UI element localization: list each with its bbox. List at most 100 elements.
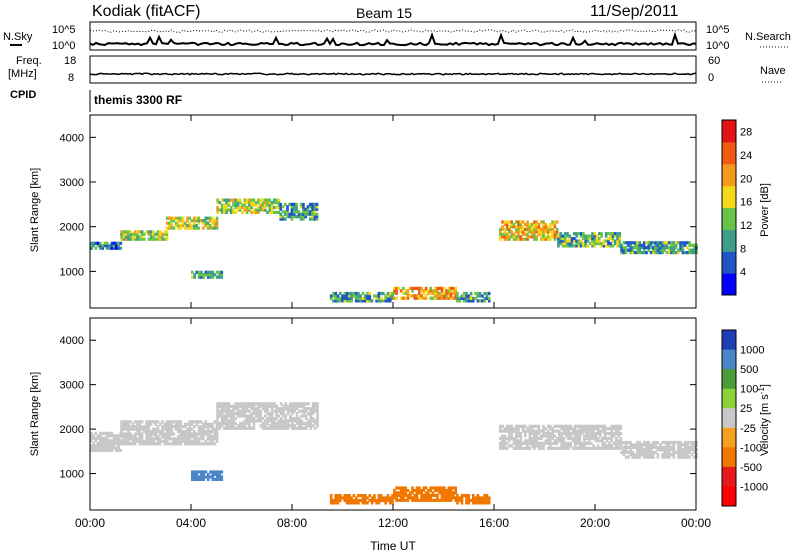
data-cell — [311, 207, 314, 211]
data-cell — [183, 430, 187, 434]
data-cell — [433, 291, 437, 295]
colorbar-tick-label: -1000 — [740, 481, 768, 493]
data-cell — [505, 237, 509, 241]
data-cell — [402, 488, 405, 493]
data-cell — [510, 225, 513, 229]
data-cell — [220, 477, 224, 481]
power-x-axis — [89, 115, 697, 308]
data-cell — [127, 230, 130, 234]
data-cell — [389, 501, 392, 505]
data-cell — [243, 412, 247, 416]
data-cell — [584, 239, 587, 243]
data-cell — [574, 424, 577, 428]
data-cell — [190, 420, 194, 424]
data-cell — [361, 498, 365, 503]
data-cell — [211, 216, 214, 220]
data-cell — [535, 220, 538, 224]
data-cell — [533, 227, 536, 231]
data-cell — [617, 441, 620, 445]
data-cell — [542, 225, 545, 229]
data-cell — [90, 434, 93, 438]
data-cell — [647, 448, 651, 452]
data-cell — [284, 404, 287, 408]
data-cell — [243, 205, 247, 210]
data-cell — [158, 230, 162, 234]
data-cell — [122, 437, 126, 441]
data-cell — [408, 294, 412, 298]
data-cell — [268, 208, 272, 212]
data-cell — [569, 441, 573, 445]
data-cell — [382, 299, 385, 303]
data-cell — [124, 235, 128, 239]
data-cell — [512, 222, 516, 227]
velocity-plot-area — [90, 318, 696, 510]
data-cell — [133, 427, 137, 431]
data-cell — [199, 434, 203, 439]
data-cell — [569, 444, 573, 448]
data-cell — [101, 441, 104, 445]
data-cell — [252, 201, 256, 205]
data-cell — [535, 439, 538, 443]
data-cell — [186, 430, 189, 434]
data-cell — [193, 430, 196, 434]
data-cell — [436, 286, 439, 290]
data-cell — [562, 444, 566, 448]
freq-label: Freq. — [16, 55, 42, 67]
data-cell — [300, 426, 303, 430]
data-cell — [348, 296, 351, 300]
data-cell — [168, 420, 171, 424]
data-cell — [528, 230, 532, 234]
data-cell — [672, 241, 676, 245]
data-cell — [270, 412, 274, 416]
data-band — [216, 402, 319, 430]
data-cell — [598, 241, 601, 246]
data-cell — [174, 427, 178, 431]
data-cell — [436, 496, 439, 500]
data-cell — [293, 202, 296, 206]
data-cell — [418, 291, 421, 295]
data-cell — [191, 275, 194, 279]
data-cell — [298, 426, 301, 430]
data-cell — [197, 427, 201, 431]
data-cell — [611, 239, 615, 243]
data-cell — [402, 496, 405, 500]
data-cell — [693, 445, 696, 449]
data-cell — [663, 450, 666, 454]
data-cell — [202, 470, 205, 474]
data-cell — [375, 299, 378, 303]
data-cell — [573, 239, 576, 243]
data-cell — [277, 414, 281, 418]
data-cell — [472, 296, 475, 300]
data-cell — [293, 409, 297, 413]
data-cell — [306, 212, 310, 216]
data-cell — [656, 453, 660, 457]
colorbar-tick-label: 16 — [740, 197, 752, 209]
data-cell — [483, 496, 486, 500]
data-cell — [620, 246, 623, 250]
data-cell — [307, 402, 310, 406]
data-cell — [239, 421, 242, 425]
data-cell — [560, 446, 563, 450]
data-cell — [668, 443, 671, 447]
data-cell — [420, 286, 423, 290]
data-cell — [311, 419, 315, 423]
data-cell — [447, 486, 451, 490]
data-cell — [245, 198, 249, 202]
data-cell — [510, 232, 513, 236]
data-cell — [270, 409, 274, 413]
data-cell — [254, 409, 258, 413]
data-cell — [575, 244, 578, 248]
data-cell — [579, 244, 583, 248]
data-cell — [681, 246, 685, 250]
data-cell — [395, 498, 398, 502]
data-cell — [458, 296, 461, 300]
data-cell — [161, 439, 164, 443]
data-cell — [656, 445, 660, 449]
data-cell — [316, 412, 319, 416]
data-cell — [266, 416, 269, 421]
data-cell — [94, 444, 98, 448]
data-cell — [90, 446, 93, 450]
data-cell — [610, 432, 613, 436]
data-cell — [636, 251, 639, 255]
data-cell — [191, 270, 194, 274]
